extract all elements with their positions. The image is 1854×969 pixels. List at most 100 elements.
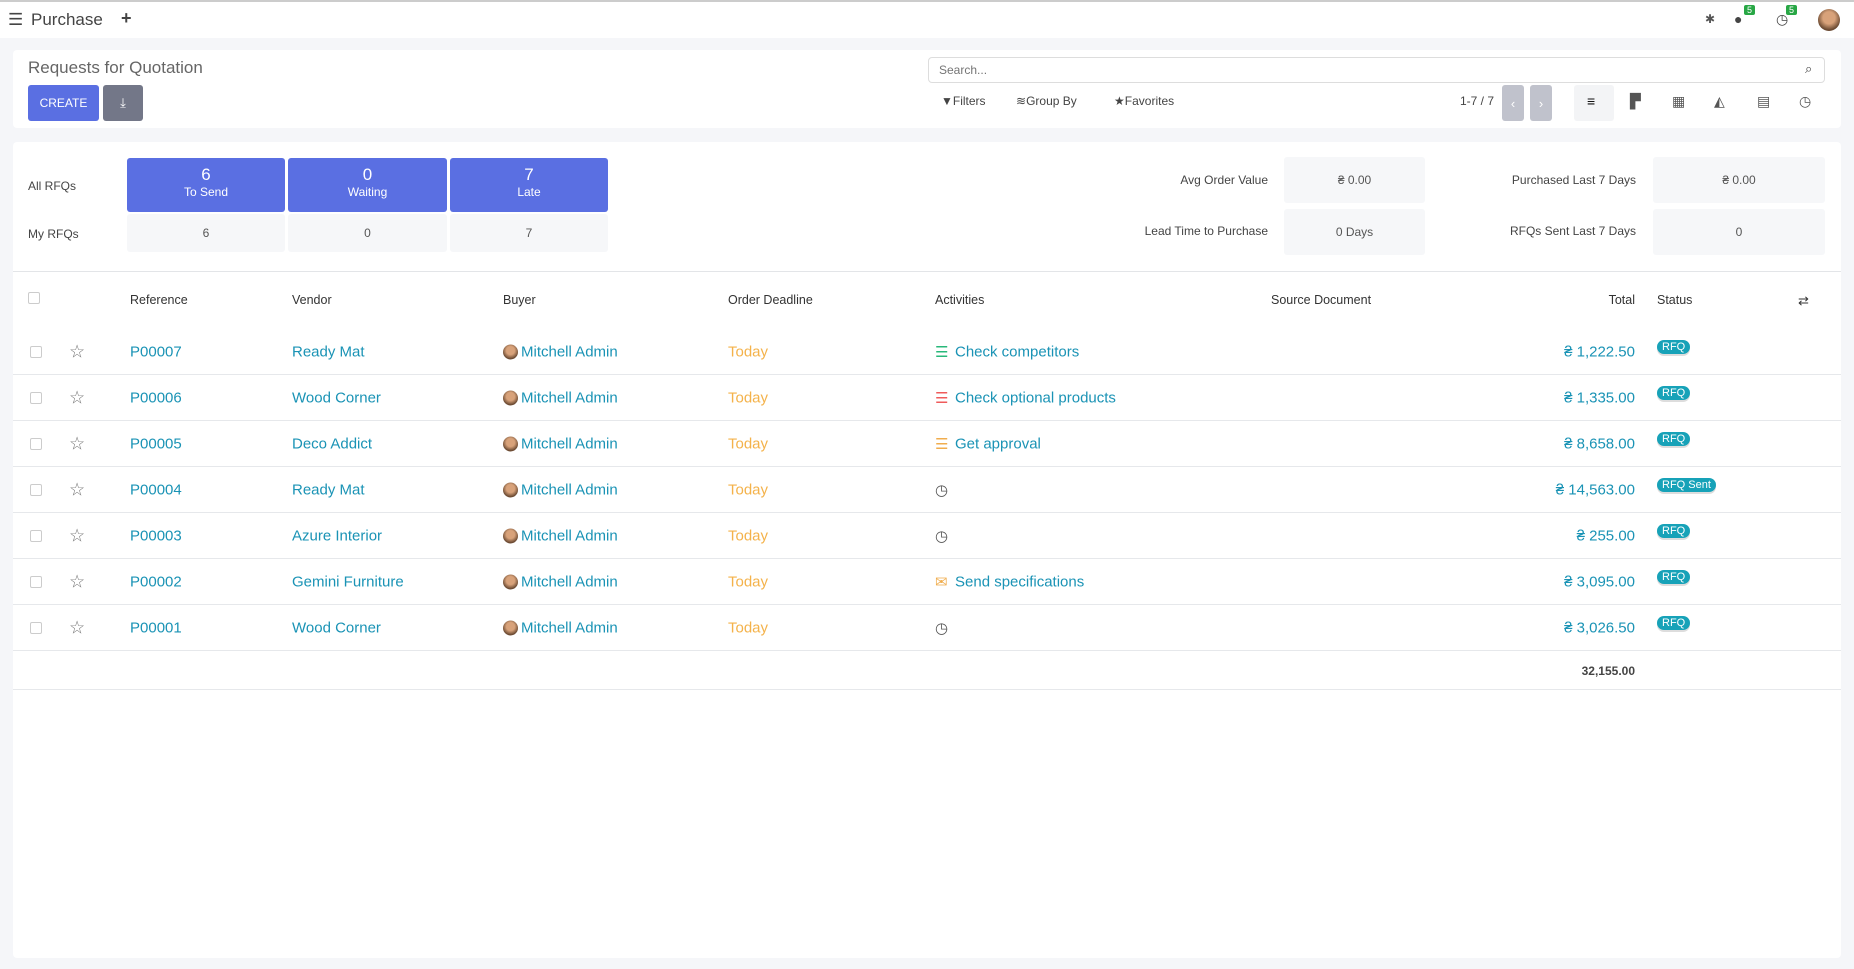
my-to-send[interactable]: 6 xyxy=(127,214,285,252)
activity-summary[interactable]: Get approval xyxy=(955,435,1041,452)
table-row[interactable]: ☆ P00002 Gemini Furniture Mitchell Admin Tod… xyxy=(13,559,1841,605)
create-button[interactable]: CREATE xyxy=(28,85,99,121)
to-send-box[interactable]: 6 To Send xyxy=(127,158,285,212)
search-input[interactable] xyxy=(928,57,1825,83)
select-all-checkbox[interactable] xyxy=(28,292,40,304)
status-badge: RFQ xyxy=(1657,524,1691,538)
header-total[interactable]: Total xyxy=(1608,293,1635,307)
optional-columns-icon[interactable]: ⇄ xyxy=(1798,293,1809,308)
priority-star-icon[interactable]: ☆ xyxy=(69,525,86,545)
activity-clock-icon[interactable]: ◷ 5 xyxy=(1776,5,1798,28)
reference[interactable]: P00001 xyxy=(130,619,182,636)
priority-star-icon[interactable]: ☆ xyxy=(69,479,86,499)
activity-summary[interactable]: Check optional products xyxy=(955,389,1116,406)
pivot-view-icon[interactable]: ▦ xyxy=(1672,93,1686,109)
vendor[interactable]: Deco Addict xyxy=(292,435,373,452)
table-row[interactable]: ☆ P00005 Deco Addict Mitchell Admin Today ☰ Ge… xyxy=(13,421,1841,467)
clock-icon[interactable]: ◷ xyxy=(935,527,949,545)
kanban-view-icon[interactable]: ▛ xyxy=(1630,93,1641,109)
header-source-document[interactable]: Source Document xyxy=(1271,293,1372,307)
total: ₴ 255.00 xyxy=(1576,527,1635,544)
vendor[interactable]: Ready Mat xyxy=(292,343,365,360)
waiting-box[interactable]: 0 Waiting xyxy=(288,158,447,212)
list-view-icon[interactable]: ≡ xyxy=(1587,93,1596,109)
activity-summary[interactable]: Send specifications xyxy=(955,573,1085,590)
pager-next-button[interactable]: › xyxy=(1530,85,1552,121)
reference[interactable]: P00006 xyxy=(130,389,182,406)
priority-star-icon[interactable]: ☆ xyxy=(69,387,86,407)
favorites-button[interactable]: ★Favorites xyxy=(1114,94,1174,108)
buyer[interactable]: Mitchell Admin xyxy=(503,481,618,498)
buyer-name: Mitchell Admin xyxy=(521,527,618,544)
header-buyer[interactable]: Buyer xyxy=(503,293,536,307)
list-icon[interactable]: ☰ xyxy=(935,343,949,361)
buyer[interactable]: Mitchell Admin xyxy=(503,527,618,544)
table-row[interactable]: ☆ P00003 Azure Interior Mitchell Admin Today… xyxy=(13,513,1841,559)
priority-star-icon[interactable]: ☆ xyxy=(69,571,86,591)
bug-icon[interactable]: ✱ xyxy=(1705,12,1716,26)
table-row[interactable]: ☆ P00007 Ready Mat Mitchell Admin Today ☰ Chec… xyxy=(13,329,1841,375)
reference[interactable]: P00005 xyxy=(130,435,182,452)
user-avatar[interactable] xyxy=(1818,9,1840,31)
priority-star-icon[interactable]: ☆ xyxy=(69,433,86,453)
add-icon[interactable]: + xyxy=(121,8,132,28)
priority-star-icon[interactable]: ☆ xyxy=(69,341,86,361)
table-row[interactable]: ☆ P00004 Ready Mat Mitchell Admin Today ◷ ₴ 14… xyxy=(13,467,1841,513)
reference[interactable]: P00007 xyxy=(130,343,182,360)
clock-icon[interactable]: ◷ xyxy=(935,619,949,637)
header-status[interactable]: Status xyxy=(1657,293,1693,307)
vendor[interactable]: Wood Corner xyxy=(292,389,381,406)
row-checkbox[interactable] xyxy=(30,621,42,634)
menu-icon[interactable]: ☰ xyxy=(8,10,24,29)
vendor[interactable]: Ready Mat xyxy=(292,481,365,498)
vendor[interactable]: Wood Corner xyxy=(292,619,381,636)
reference[interactable]: P00003 xyxy=(130,527,182,544)
pager-value[interactable]: 1-7 / 7 xyxy=(1460,94,1495,108)
vendor[interactable]: Gemini Furniture xyxy=(292,573,404,590)
header-reference[interactable]: Reference xyxy=(130,293,188,307)
row-checkbox[interactable] xyxy=(30,437,42,450)
list-icon[interactable]: ☰ xyxy=(935,389,949,407)
activity-summary[interactable]: Check competitors xyxy=(955,343,1080,360)
list-icon[interactable]: ☰ xyxy=(935,435,949,453)
header-order-deadline[interactable]: Order Deadline xyxy=(728,293,813,307)
search-icon[interactable]: ⌕ xyxy=(1805,61,1813,76)
my-waiting[interactable]: 0 xyxy=(288,214,447,252)
buyer[interactable]: Mitchell Admin xyxy=(503,619,618,636)
row-checkbox[interactable] xyxy=(30,391,42,404)
vendor[interactable]: Azure Interior xyxy=(292,527,383,544)
chat-icon[interactable]: ● 5 xyxy=(1734,5,1756,27)
header-activities[interactable]: Activities xyxy=(935,293,985,307)
pager-previous-button[interactable]: ‹ xyxy=(1502,85,1524,121)
row-checkbox[interactable] xyxy=(30,575,42,588)
app-title[interactable]: Purchase xyxy=(31,10,103,29)
buyer[interactable]: Mitchell Admin xyxy=(503,389,618,406)
filters-button[interactable]: ▼Filters xyxy=(941,94,986,108)
activity-view-icon[interactable]: ◷ xyxy=(1799,93,1812,109)
priority-star-icon[interactable]: ☆ xyxy=(69,617,86,637)
buyer[interactable]: Mitchell Admin xyxy=(503,573,618,590)
calendar-view-icon[interactable]: ▤ xyxy=(1757,93,1771,109)
row-checkbox[interactable] xyxy=(30,529,42,542)
reference[interactable]: P00002 xyxy=(130,573,182,590)
buyer-name: Mitchell Admin xyxy=(521,389,618,406)
row-checkbox[interactable] xyxy=(30,483,42,496)
buyer[interactable]: Mitchell Admin xyxy=(503,343,618,360)
header-vendor[interactable]: Vendor xyxy=(292,293,332,307)
download-button[interactable]: ⤓ xyxy=(103,85,143,121)
late-box[interactable]: 7 Late xyxy=(450,158,608,212)
graph-view-icon[interactable]: ◭ xyxy=(1714,93,1725,109)
control-panel: Requests for Quotation CREATE ⤓ ⌕ ▼Filte… xyxy=(13,50,1841,128)
clock-icon[interactable]: ◷ xyxy=(935,481,949,499)
reference[interactable]: P00004 xyxy=(130,481,182,498)
order-deadline: Today xyxy=(728,343,769,360)
envelope-icon[interactable]: ✉ xyxy=(935,573,948,591)
table-row[interactable]: ☆ P00006 Wood Corner Mitchell Admin Today ☰ Ch… xyxy=(13,375,1841,421)
buyer[interactable]: Mitchell Admin xyxy=(503,435,618,452)
chat-count-badge: 5 xyxy=(1744,5,1756,15)
group-by-button[interactable]: ≋Group By xyxy=(1016,94,1077,108)
buyer-avatar xyxy=(503,344,518,360)
my-late[interactable]: 7 xyxy=(450,214,608,252)
table-row[interactable]: ☆ P00001 Wood Corner Mitchell Admin Today ◷ ₴ … xyxy=(13,605,1841,651)
row-checkbox[interactable] xyxy=(30,345,42,358)
